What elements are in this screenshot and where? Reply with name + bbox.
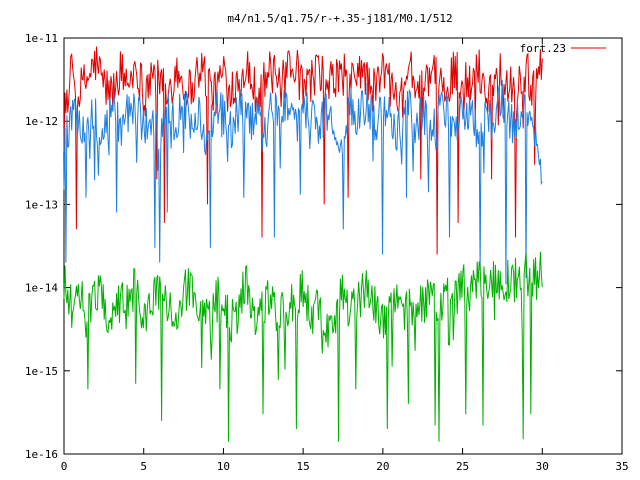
- y-tick-label: 1e-15: [25, 365, 58, 378]
- x-tick-label: 5: [140, 460, 147, 473]
- plot-frame: [63, 37, 623, 455]
- y-tick-label: 1e-13: [25, 198, 58, 211]
- x-tick-label: 25: [456, 460, 469, 473]
- series-line-2: [63, 79, 543, 285]
- x-tick-label: 0: [61, 460, 68, 473]
- x-tick-label: 35: [615, 460, 628, 473]
- y-tick-label: 1e-12: [25, 115, 58, 128]
- x-tick-label: 20: [376, 460, 389, 473]
- series-line-1: [63, 46, 543, 255]
- legend: fort.23: [520, 42, 606, 55]
- x-tick-label: 30: [536, 460, 549, 473]
- legend-label: fort.23: [520, 42, 566, 55]
- x-axis: 0 5 10 15 20 25 30 35: [61, 38, 629, 473]
- chart-title: m4/n1.5/q1.75/r-+.35-j181/M0.1/512: [227, 12, 452, 25]
- y-axis: 1e-16 1e-15 1e-14 1e-13 1e-12 1e-11: [25, 32, 622, 461]
- series-line-3: [63, 251, 543, 442]
- series-layer: [63, 46, 543, 442]
- y-tick-label: 1e-11: [25, 32, 58, 45]
- y-tick-label: 1e-14: [25, 282, 58, 295]
- y-tick-label: 1e-16: [25, 448, 58, 461]
- x-tick-label: 15: [297, 460, 310, 473]
- x-tick-label: 10: [217, 460, 230, 473]
